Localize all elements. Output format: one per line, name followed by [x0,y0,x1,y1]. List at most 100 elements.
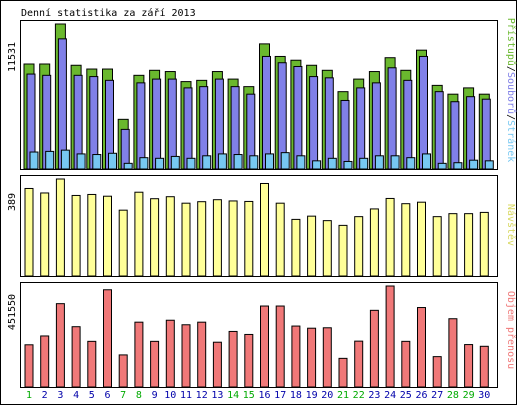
pages-bar [233,154,243,170]
transfer-bar [401,340,411,388]
day-label: 16 [258,390,270,401]
visits-bar [165,196,175,277]
transfer-bar [212,341,222,388]
visits-bar [432,216,442,277]
visits-bar [322,220,332,277]
pages-bar [359,157,369,170]
files-bar [136,82,146,170]
day-label: 19 [306,390,318,401]
files-bar [167,78,177,170]
hits-ylabel-sep2: / [505,114,516,120]
transfer-bar [244,333,254,388]
files-bar [324,77,334,170]
pages-bar [312,160,322,170]
visits-bar [55,178,65,277]
pages-bar [139,157,149,170]
pages-bar [186,157,196,170]
day-label: 23 [368,390,380,401]
day-label: 28 [447,390,459,401]
day-label: 25 [400,390,412,401]
files-bar [481,98,491,170]
day-label: 5 [89,390,95,401]
transfer-bar [354,340,364,388]
pages-bar [170,155,180,170]
pages-bar [155,157,165,170]
visits-bar [212,199,222,277]
pages-bar [327,157,337,170]
chart-title: Denní statistika za září 2013 [21,7,196,19]
transfer-bar [322,327,332,388]
transfer-bar [432,356,442,388]
hits-ylabel-pages: Stránek [505,120,517,162]
day-label: 24 [384,390,396,401]
files-bar [183,87,193,170]
day-label: 8 [136,390,142,401]
hits-ymax-label: 11531 [7,42,18,72]
visits-bars [24,178,489,277]
transfer-bar [338,357,348,388]
day-label: 1 [26,390,32,401]
pages-bar [343,160,353,170]
transfer-bar [181,324,191,388]
panel-frame-3 [20,282,498,388]
pages-bar [29,151,39,170]
pages-bar [390,155,400,170]
transfer-bar [87,340,97,388]
visits-bar [134,191,144,277]
files-bar [293,66,303,170]
visits-bar [369,208,379,277]
day-label: 2 [42,390,48,401]
files-bar [419,55,428,170]
visits-bar [103,195,112,277]
transfer-bar [448,318,458,388]
visits-ylabel: Návštěv [505,204,517,246]
transfer-bar [118,354,128,388]
visits-bar [197,201,207,277]
transfer-bar [228,330,238,388]
pages-bar [249,155,259,170]
visits-bar [228,200,238,277]
visits-bar [338,224,348,277]
pages-bar [484,160,494,170]
day-label: 26 [415,390,427,401]
day-label: 27 [431,390,443,401]
visits-bar [479,211,489,277]
transfer-bar [479,345,489,388]
visits-bar [354,216,364,277]
pages-bar [60,149,70,170]
visits-bar [71,194,81,277]
transfer-bar [165,319,175,388]
visits-bar [401,203,411,277]
files-bar [450,101,460,170]
files-bar [403,79,413,170]
transfer-bar [385,285,395,388]
pages-bar [45,150,55,170]
hits-ylabel-sep1: / [505,66,516,72]
hits-ylabel-files: Souborů [505,72,517,114]
transfer-bar [369,309,379,388]
transfer-bar [71,326,81,388]
pages-bar [202,155,212,170]
pages-bar [406,157,416,170]
transfer-bars [24,285,489,388]
day-labels: 1 2 3 4 5 6 7 8 9 10 11 12 13 14 15 16 17 18 19 20 21 22 23 24 2… [26,390,490,401]
transfer-bar [260,305,269,388]
day-label: 6 [104,390,110,401]
day-label: 4 [73,390,79,401]
files-bar [387,67,397,170]
visits-ymax-label: 389 [7,193,18,211]
pages-bar [92,154,102,170]
files-bar [57,38,67,170]
transfer-bar [103,289,112,388]
day-label: 20 [321,390,333,401]
visits-bar [260,182,269,277]
day-label: 13 [211,390,223,401]
transfer-bar [291,325,301,388]
transfer-bar [40,335,50,388]
transfer-bar [464,344,474,388]
day-label: 7 [120,390,126,401]
transfer-bar [134,321,144,388]
visits-bar [464,213,474,277]
